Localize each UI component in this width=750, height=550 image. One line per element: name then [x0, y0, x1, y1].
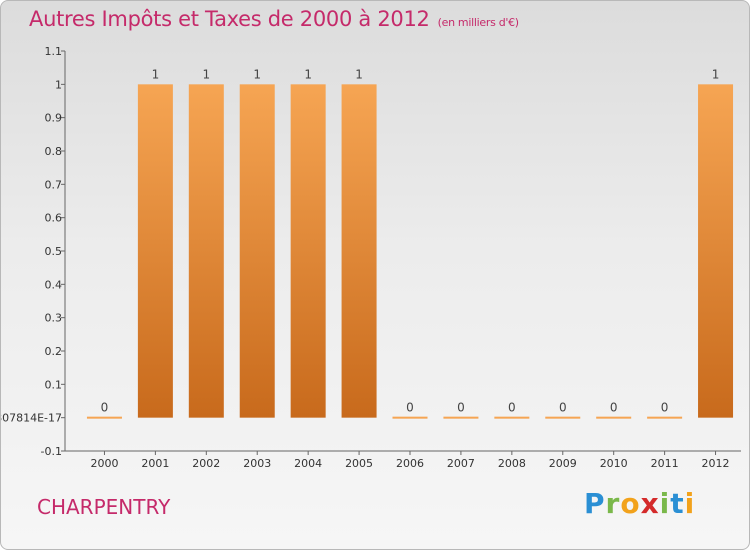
x-tick-label: 2002	[192, 457, 220, 470]
bar	[698, 84, 734, 418]
y-tick-label: 0.8	[45, 145, 63, 158]
logo-letter: r	[605, 487, 621, 520]
value-label: 1	[355, 67, 363, 81]
bar	[86, 416, 122, 419]
x-tick-label: 2001	[141, 457, 169, 470]
y-tick-label: 1.3877787807814E-17	[1, 412, 62, 425]
value-label: 0	[661, 401, 669, 415]
y-tick-label: 1	[55, 78, 62, 91]
y-tick-label: -0.1	[41, 445, 62, 458]
value-label: 0	[610, 401, 618, 415]
bar	[443, 416, 479, 419]
bar	[290, 84, 326, 418]
x-tick-label: 2008	[498, 457, 526, 470]
title-text: Autres Impôts et Taxes de 2000 à 2012	[29, 7, 430, 31]
bar	[596, 416, 632, 419]
x-tick-label: 2012	[702, 457, 730, 470]
logo-letter: i	[659, 487, 671, 520]
bar	[239, 84, 275, 418]
y-tick-label: 0.3	[45, 312, 63, 325]
x-tick-label: 2004	[294, 457, 322, 470]
value-label: 0	[508, 401, 516, 415]
y-tick-label: 0.9	[45, 112, 63, 125]
x-tick-label: 2009	[549, 457, 577, 470]
chart-title: Autres Impôts et Taxes de 2000 à 2012 (en…	[29, 7, 519, 31]
proxiti-logo: Proxiti	[584, 487, 695, 520]
value-label: 1	[202, 67, 210, 81]
value-label: 1	[712, 67, 720, 81]
logo-letter: o	[620, 487, 641, 520]
labels: 0 2000 1 2001 1 2002 1 2003 1 2004 1 2005 0 2006 0 2007…	[90, 67, 729, 470]
value-label: 0	[457, 401, 465, 415]
y-tick-label: 1.1	[45, 45, 63, 58]
y-tick-label: 0.2	[45, 345, 63, 358]
bars	[86, 84, 734, 419]
x-tick-label: 2005	[345, 457, 373, 470]
x-tick-label: 2007	[447, 457, 475, 470]
x-tick-label: 2010	[600, 457, 628, 470]
y-tick-label: 0.6	[45, 212, 63, 225]
axes: 1.1 1 0.9 0.8 0.7 0.6 0.5 0.4 0.3 0.2 0.1 1.3877787…	[1, 45, 741, 458]
x-tick-label: 2006	[396, 457, 424, 470]
logo-letter: P	[584, 487, 606, 520]
bar	[137, 84, 173, 418]
bar	[392, 416, 428, 419]
value-label: 0	[559, 401, 567, 415]
x-tick-label: 2000	[90, 457, 118, 470]
x-tick-label: 2011	[651, 457, 679, 470]
bar	[494, 416, 530, 419]
y-tick-label: 0.5	[45, 245, 63, 258]
unit-text: (en milliers d'€)	[437, 16, 519, 29]
y-tick-label: 0.7	[45, 178, 63, 191]
logo-letter: x	[640, 487, 660, 520]
y-tick-label: 0.4	[45, 278, 63, 291]
value-label: 1	[152, 67, 160, 81]
commune-name: CHARPENTRY	[37, 495, 171, 519]
value-label: 1	[253, 67, 261, 81]
bar	[545, 416, 581, 419]
bar	[647, 416, 683, 419]
x-tick-label: 2003	[243, 457, 271, 470]
bar	[188, 84, 224, 418]
value-label: 1	[304, 67, 312, 81]
y-tick-label: 0.1	[45, 378, 63, 391]
value-label: 0	[101, 401, 109, 415]
bar	[341, 84, 377, 418]
value-label: 0	[406, 401, 414, 415]
logo-letter: t	[670, 487, 685, 520]
logo-letter: i	[684, 487, 696, 520]
